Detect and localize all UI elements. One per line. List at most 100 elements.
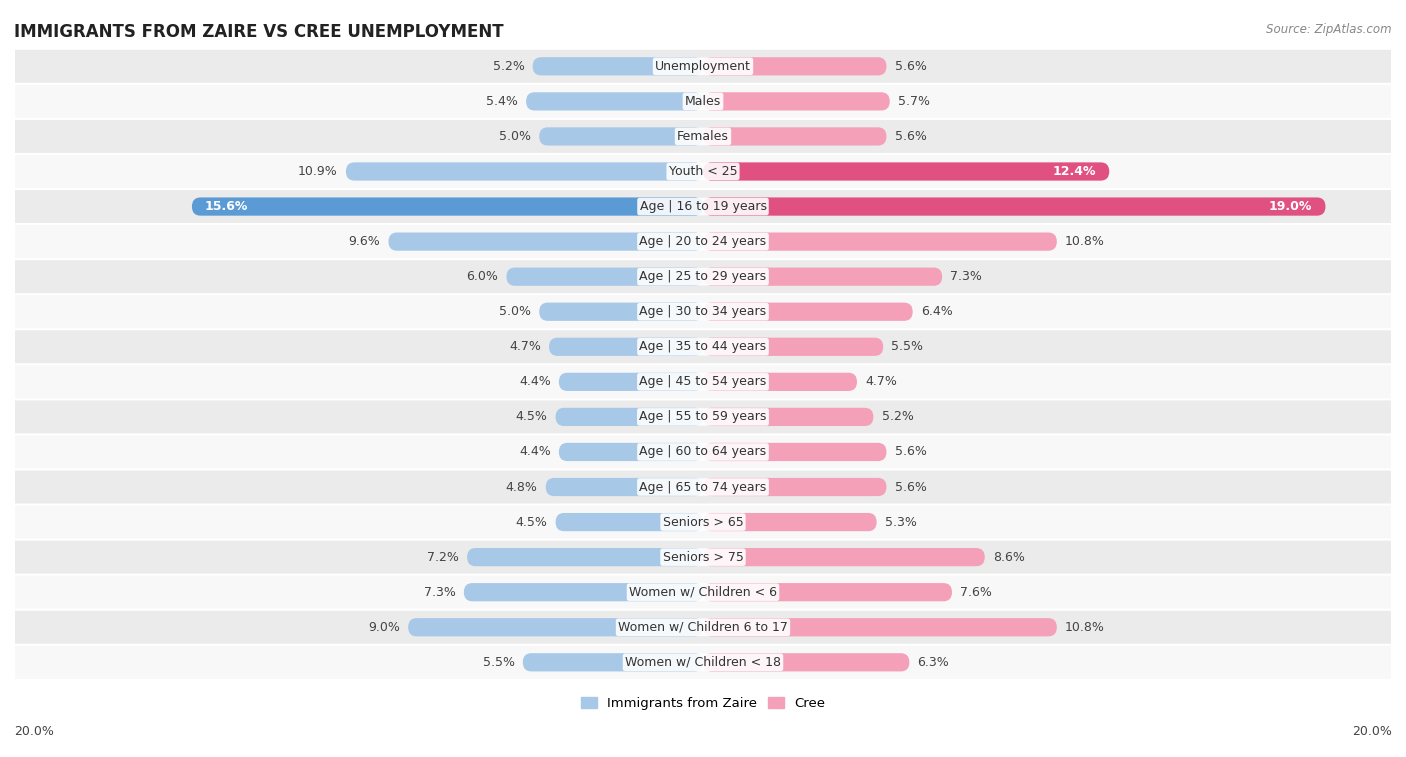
Text: 4.4%: 4.4% <box>519 375 551 388</box>
Text: Males: Males <box>685 95 721 108</box>
Text: 20.0%: 20.0% <box>14 725 53 738</box>
FancyBboxPatch shape <box>555 408 703 426</box>
FancyBboxPatch shape <box>703 198 1326 216</box>
Text: 5.0%: 5.0% <box>499 305 531 318</box>
Text: 6.3%: 6.3% <box>918 656 949 668</box>
Text: Youth < 25: Youth < 25 <box>669 165 737 178</box>
Text: 10.8%: 10.8% <box>1064 235 1105 248</box>
FancyBboxPatch shape <box>703 127 886 145</box>
FancyBboxPatch shape <box>548 338 703 356</box>
Text: Age | 16 to 19 years: Age | 16 to 19 years <box>640 200 766 213</box>
Text: 15.6%: 15.6% <box>205 200 249 213</box>
Text: Females: Females <box>678 130 728 143</box>
FancyBboxPatch shape <box>703 338 883 356</box>
Text: Age | 55 to 59 years: Age | 55 to 59 years <box>640 410 766 423</box>
Text: 7.3%: 7.3% <box>423 586 456 599</box>
FancyBboxPatch shape <box>0 576 1406 609</box>
Text: 4.5%: 4.5% <box>516 410 547 423</box>
Text: Age | 25 to 29 years: Age | 25 to 29 years <box>640 270 766 283</box>
Text: 10.9%: 10.9% <box>298 165 337 178</box>
Text: 7.3%: 7.3% <box>950 270 983 283</box>
Text: 5.6%: 5.6% <box>894 481 927 494</box>
FancyBboxPatch shape <box>703 583 952 601</box>
FancyBboxPatch shape <box>0 260 1406 293</box>
FancyBboxPatch shape <box>703 162 1109 181</box>
FancyBboxPatch shape <box>0 50 1406 83</box>
FancyBboxPatch shape <box>346 162 703 181</box>
Text: 5.0%: 5.0% <box>499 130 531 143</box>
Text: 20.0%: 20.0% <box>1353 725 1392 738</box>
Text: 5.6%: 5.6% <box>894 130 927 143</box>
FancyBboxPatch shape <box>703 232 1057 251</box>
FancyBboxPatch shape <box>0 540 1406 574</box>
FancyBboxPatch shape <box>526 92 703 111</box>
Legend: Immigrants from Zaire, Cree: Immigrants from Zaire, Cree <box>575 691 831 715</box>
FancyBboxPatch shape <box>703 58 886 76</box>
FancyBboxPatch shape <box>0 85 1406 118</box>
Text: 8.6%: 8.6% <box>993 550 1025 564</box>
FancyBboxPatch shape <box>703 513 876 531</box>
FancyBboxPatch shape <box>0 611 1406 643</box>
FancyBboxPatch shape <box>388 232 703 251</box>
Text: 7.2%: 7.2% <box>427 550 458 564</box>
FancyBboxPatch shape <box>703 548 984 566</box>
FancyBboxPatch shape <box>538 127 703 145</box>
Text: Age | 65 to 74 years: Age | 65 to 74 years <box>640 481 766 494</box>
Text: IMMIGRANTS FROM ZAIRE VS CREE UNEMPLOYMENT: IMMIGRANTS FROM ZAIRE VS CREE UNEMPLOYME… <box>14 23 503 41</box>
FancyBboxPatch shape <box>0 120 1406 153</box>
FancyBboxPatch shape <box>558 372 703 391</box>
Text: 5.5%: 5.5% <box>891 341 924 354</box>
Text: 12.4%: 12.4% <box>1053 165 1097 178</box>
Text: 6.0%: 6.0% <box>467 270 498 283</box>
Text: 5.2%: 5.2% <box>882 410 914 423</box>
Text: 5.2%: 5.2% <box>492 60 524 73</box>
FancyBboxPatch shape <box>0 295 1406 329</box>
FancyBboxPatch shape <box>464 583 703 601</box>
Text: Age | 30 to 34 years: Age | 30 to 34 years <box>640 305 766 318</box>
Text: Unemployment: Unemployment <box>655 60 751 73</box>
FancyBboxPatch shape <box>0 190 1406 223</box>
Text: 5.5%: 5.5% <box>482 656 515 668</box>
Text: 4.7%: 4.7% <box>865 375 897 388</box>
Text: 19.0%: 19.0% <box>1270 200 1312 213</box>
Text: Women w/ Children < 18: Women w/ Children < 18 <box>626 656 780 668</box>
FancyBboxPatch shape <box>467 548 703 566</box>
Text: Source: ZipAtlas.com: Source: ZipAtlas.com <box>1267 23 1392 36</box>
Text: 9.6%: 9.6% <box>349 235 380 248</box>
Text: 5.6%: 5.6% <box>894 60 927 73</box>
Text: 9.0%: 9.0% <box>368 621 399 634</box>
Text: 4.8%: 4.8% <box>506 481 537 494</box>
Text: Age | 60 to 64 years: Age | 60 to 64 years <box>640 445 766 459</box>
FancyBboxPatch shape <box>0 330 1406 363</box>
FancyBboxPatch shape <box>703 303 912 321</box>
FancyBboxPatch shape <box>0 366 1406 398</box>
FancyBboxPatch shape <box>0 400 1406 433</box>
FancyBboxPatch shape <box>703 267 942 286</box>
Text: Age | 20 to 24 years: Age | 20 to 24 years <box>640 235 766 248</box>
Text: 4.5%: 4.5% <box>516 516 547 528</box>
Text: 6.4%: 6.4% <box>921 305 953 318</box>
Text: 10.8%: 10.8% <box>1064 621 1105 634</box>
FancyBboxPatch shape <box>533 58 703 76</box>
Text: 5.7%: 5.7% <box>898 95 929 108</box>
FancyBboxPatch shape <box>191 198 703 216</box>
FancyBboxPatch shape <box>0 506 1406 538</box>
FancyBboxPatch shape <box>703 478 886 496</box>
Text: 4.4%: 4.4% <box>519 445 551 459</box>
Text: 7.6%: 7.6% <box>960 586 993 599</box>
Text: Age | 45 to 54 years: Age | 45 to 54 years <box>640 375 766 388</box>
FancyBboxPatch shape <box>703 618 1057 637</box>
Text: Seniors > 65: Seniors > 65 <box>662 516 744 528</box>
FancyBboxPatch shape <box>558 443 703 461</box>
FancyBboxPatch shape <box>0 225 1406 258</box>
FancyBboxPatch shape <box>555 513 703 531</box>
Text: Seniors > 75: Seniors > 75 <box>662 550 744 564</box>
Text: Women w/ Children < 6: Women w/ Children < 6 <box>628 586 778 599</box>
Text: 5.3%: 5.3% <box>884 516 917 528</box>
FancyBboxPatch shape <box>0 471 1406 503</box>
Text: Women w/ Children 6 to 17: Women w/ Children 6 to 17 <box>619 621 787 634</box>
FancyBboxPatch shape <box>523 653 703 671</box>
FancyBboxPatch shape <box>0 435 1406 469</box>
FancyBboxPatch shape <box>703 408 873 426</box>
FancyBboxPatch shape <box>703 443 886 461</box>
